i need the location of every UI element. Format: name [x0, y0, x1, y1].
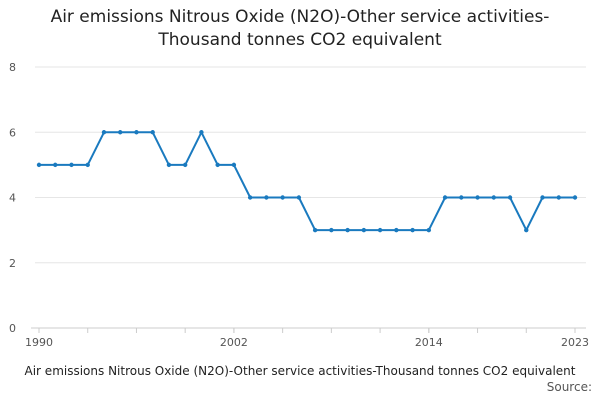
data-point [69, 162, 74, 168]
series-line [39, 131, 575, 232]
data-point [442, 195, 448, 200]
x-tick-label: 2014 [415, 336, 443, 349]
x-tick-label: 2002 [220, 336, 248, 349]
data-point [264, 195, 269, 200]
chart-title-line-1: Air emissions Nitrous Oxide (N2O)-Other … [50, 7, 550, 27]
data-point [118, 130, 123, 135]
data-point [459, 195, 464, 200]
data-point [410, 227, 415, 233]
data-point [312, 227, 318, 233]
data-point [280, 195, 285, 200]
data-point [134, 130, 139, 135]
data-point [150, 130, 155, 135]
data-point [426, 227, 432, 233]
data-point [475, 195, 480, 200]
data-point [215, 162, 220, 168]
y-tick-label: 6 [9, 126, 16, 139]
data-point [53, 162, 58, 168]
data-point [491, 195, 496, 200]
data-point [556, 195, 561, 200]
data-point [329, 227, 334, 233]
data-point [296, 195, 302, 200]
data-point [540, 195, 545, 200]
y-tick-label: 2 [9, 257, 16, 270]
data-point [345, 227, 350, 233]
y-tick-label: 0 [9, 322, 16, 335]
x-axis-title-text: Air emissions Nitrous Oxide (N2O)-Other … [24, 364, 576, 378]
chart-title-line-2: Thousand tonnes CO2 equivalent [158, 30, 442, 50]
data-point [524, 227, 529, 233]
data-point [361, 227, 367, 233]
data-point [199, 130, 204, 135]
data-point [85, 162, 90, 168]
y-tick-label: 4 [9, 192, 16, 205]
data-point [101, 130, 107, 135]
x-tick-label: 1990 [25, 336, 53, 349]
data-point [377, 227, 383, 233]
data-point [182, 162, 188, 168]
y-tick-label: 8 [9, 61, 16, 74]
data-point [394, 227, 399, 233]
data-point [36, 162, 42, 168]
x-tick-label: 2023 [561, 336, 589, 349]
source-label: Source: [546, 380, 592, 394]
data-point [247, 195, 253, 200]
data-point [572, 195, 578, 200]
chart-title: Air emissions Nitrous Oxide (N2O)-Other … [0, 6, 600, 52]
data-point [166, 162, 172, 168]
x-axis-title: Air emissions Nitrous Oxide (N2O)-Other … [0, 364, 600, 378]
data-point [507, 195, 513, 200]
data-point [231, 162, 237, 168]
